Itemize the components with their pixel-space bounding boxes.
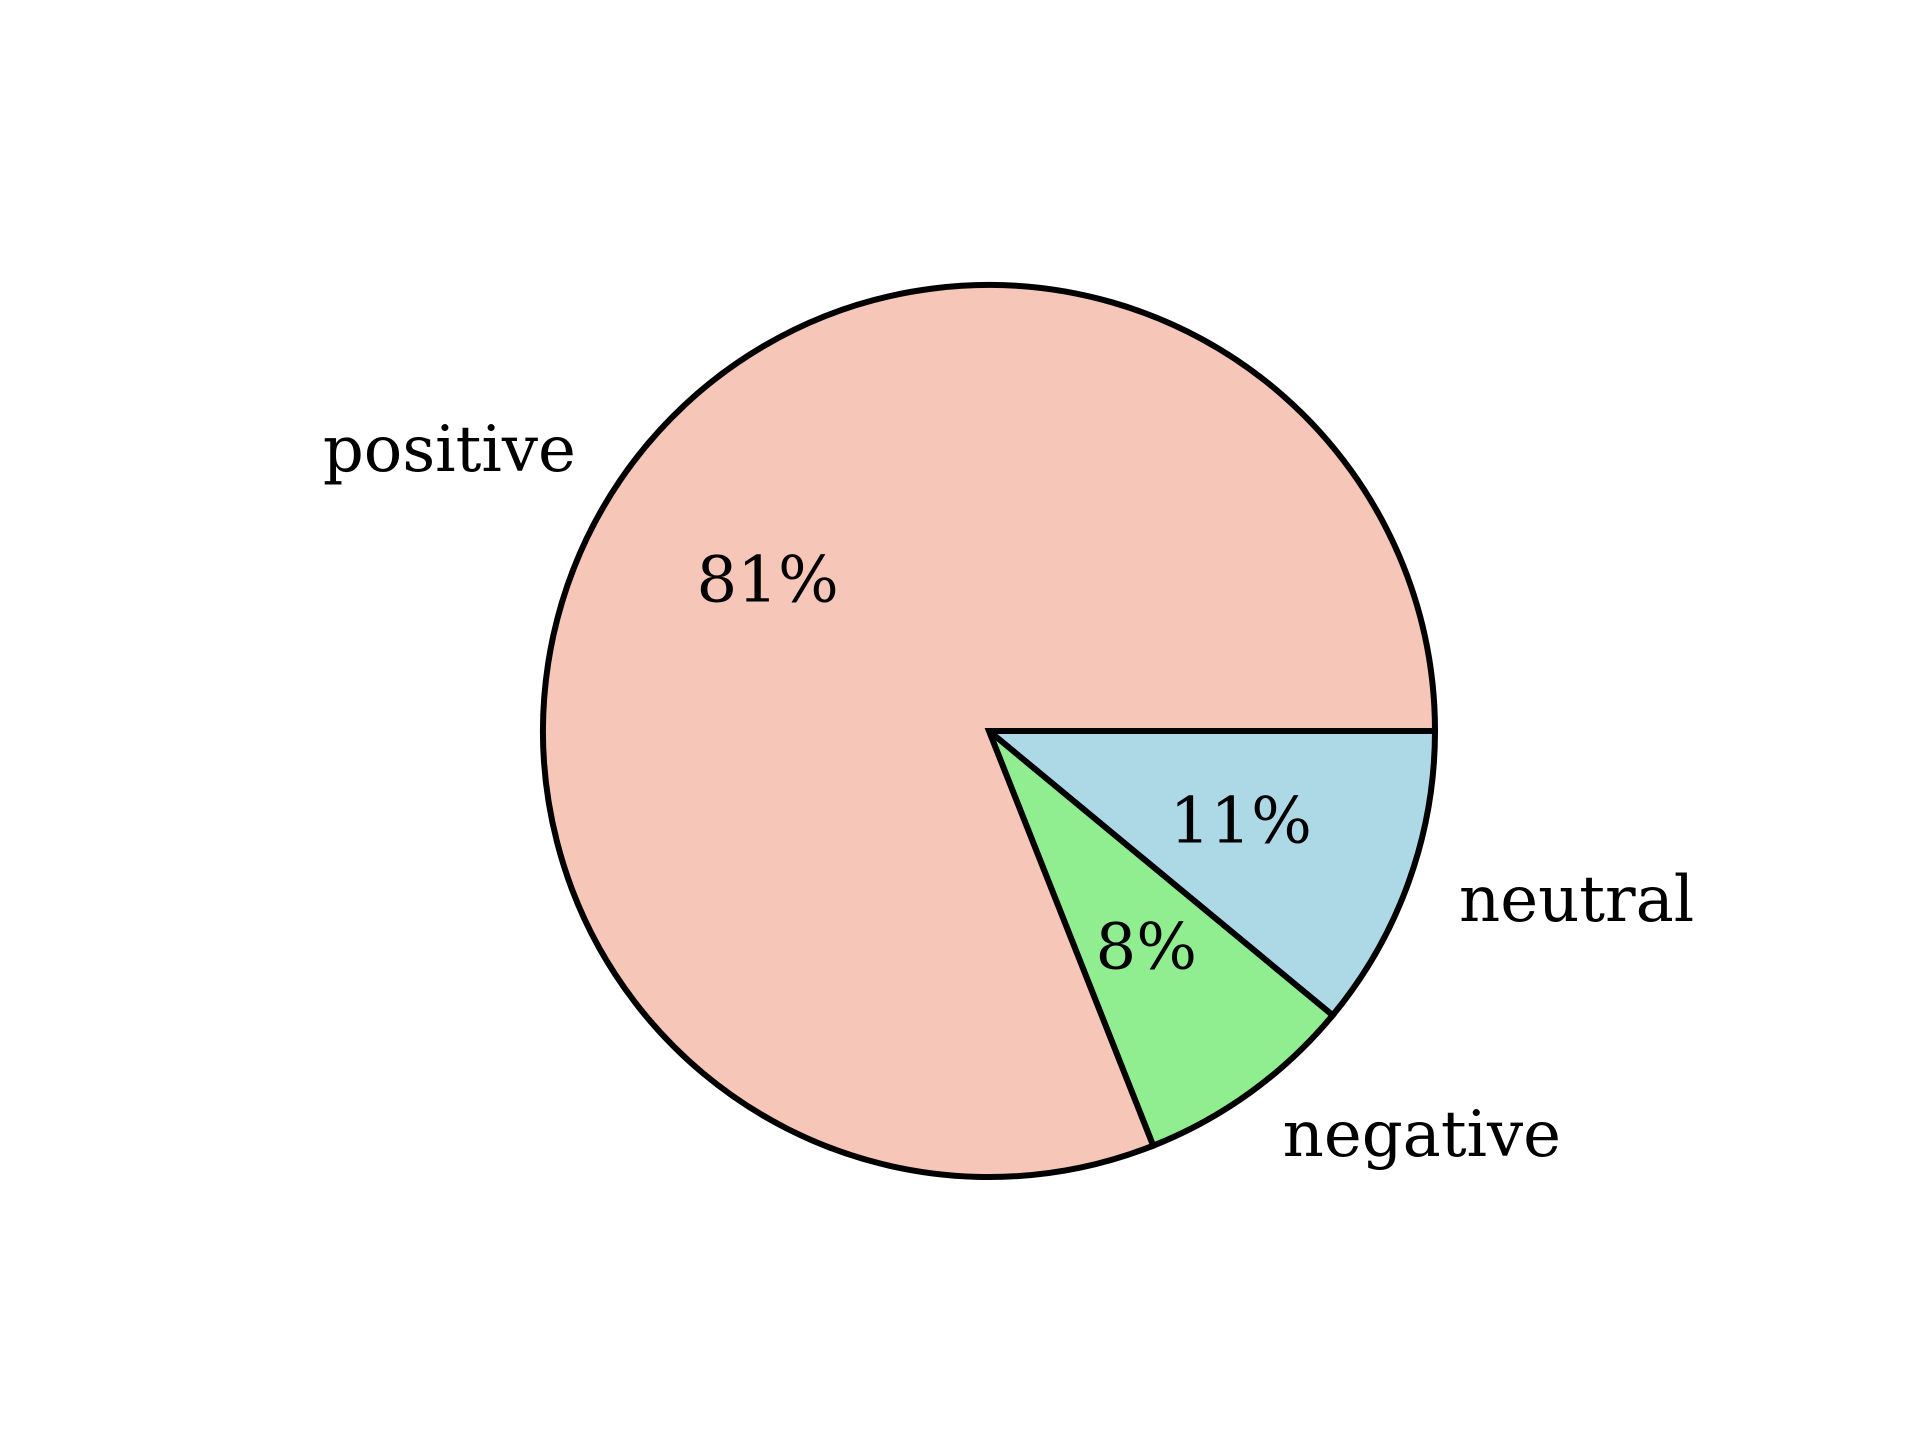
pct-label-negative: 8%	[1096, 910, 1198, 984]
pie-slice-neutral	[980, 728, 1439, 1020]
category-label-positive: positive	[323, 413, 576, 487]
pct-label-neutral: 11%	[1170, 785, 1312, 859]
category-label-negative: negative	[1283, 1098, 1561, 1172]
category-label-neutral: neutral	[1459, 863, 1694, 937]
pie-labels: 11% neutral 8% negative 81% positive	[323, 413, 1694, 1172]
pie-slice-positive	[540, 282, 1439, 1180]
pie-slice-negative	[986, 728, 1337, 1150]
pct-label-positive: 81%	[697, 544, 839, 618]
pie-slices	[540, 282, 1439, 1180]
